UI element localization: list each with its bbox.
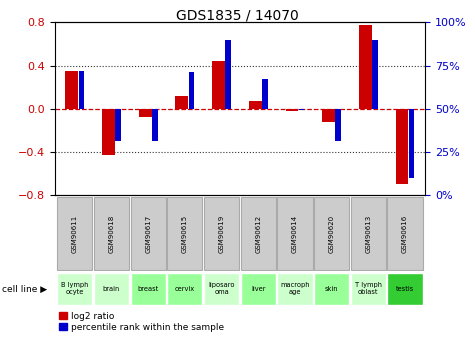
Bar	[249, 101, 262, 109]
Bar	[285, 109, 298, 111]
Bar	[299, 109, 304, 110]
Text: macroph
age: macroph age	[280, 283, 310, 295]
Text: brain: brain	[103, 286, 120, 292]
Text: GSM90620: GSM90620	[329, 215, 334, 253]
Text: cell line ▶: cell line ▶	[2, 284, 48, 294]
FancyBboxPatch shape	[94, 273, 129, 305]
FancyBboxPatch shape	[167, 273, 202, 305]
Bar	[102, 109, 115, 155]
FancyBboxPatch shape	[387, 273, 423, 305]
Text: breast: breast	[138, 286, 159, 292]
FancyBboxPatch shape	[204, 197, 239, 270]
Text: GSM90617: GSM90617	[145, 215, 151, 253]
FancyBboxPatch shape	[131, 273, 166, 305]
FancyBboxPatch shape	[277, 197, 313, 270]
Legend: log2 ratio, percentile rank within the sample: log2 ratio, percentile rank within the s…	[59, 312, 224, 332]
FancyBboxPatch shape	[387, 197, 423, 270]
FancyBboxPatch shape	[277, 273, 313, 305]
FancyBboxPatch shape	[241, 273, 276, 305]
Text: GDS1835 / 14070: GDS1835 / 14070	[176, 9, 299, 23]
Bar	[212, 61, 225, 109]
Bar	[175, 96, 188, 109]
Bar	[225, 40, 231, 109]
Bar	[335, 109, 341, 141]
Text: skin: skin	[325, 286, 338, 292]
Text: GSM90618: GSM90618	[108, 215, 114, 253]
Bar	[322, 109, 335, 121]
FancyBboxPatch shape	[131, 197, 166, 270]
Text: B lymph
ocyte: B lymph ocyte	[61, 283, 88, 295]
Text: GSM90613: GSM90613	[365, 215, 371, 253]
FancyBboxPatch shape	[57, 273, 93, 305]
Bar	[66, 71, 78, 109]
FancyBboxPatch shape	[241, 197, 276, 270]
Bar	[409, 109, 414, 178]
FancyBboxPatch shape	[314, 273, 349, 305]
Text: testis: testis	[396, 286, 414, 292]
Bar	[115, 109, 121, 141]
Bar	[396, 109, 408, 184]
Bar	[189, 72, 194, 109]
FancyBboxPatch shape	[351, 273, 386, 305]
Text: T lymph
oblast: T lymph oblast	[355, 283, 382, 295]
FancyBboxPatch shape	[57, 197, 93, 270]
FancyBboxPatch shape	[204, 273, 239, 305]
Text: GSM90615: GSM90615	[182, 215, 188, 253]
FancyBboxPatch shape	[351, 197, 386, 270]
Text: cervix: cervix	[175, 286, 195, 292]
Bar	[262, 79, 267, 109]
Bar	[152, 109, 158, 141]
Text: GSM90612: GSM90612	[255, 215, 261, 253]
Text: GSM90616: GSM90616	[402, 215, 408, 253]
FancyBboxPatch shape	[94, 197, 129, 270]
Text: liposaro
oma: liposaro oma	[208, 283, 235, 295]
Text: GSM90611: GSM90611	[72, 215, 78, 253]
Text: GSM90614: GSM90614	[292, 215, 298, 253]
Bar	[139, 109, 152, 117]
FancyBboxPatch shape	[167, 197, 202, 270]
FancyBboxPatch shape	[314, 197, 349, 270]
Bar	[79, 71, 84, 109]
Text: GSM90619: GSM90619	[218, 215, 225, 253]
Bar	[359, 24, 372, 109]
Bar	[372, 40, 378, 109]
Text: liver: liver	[251, 286, 266, 292]
